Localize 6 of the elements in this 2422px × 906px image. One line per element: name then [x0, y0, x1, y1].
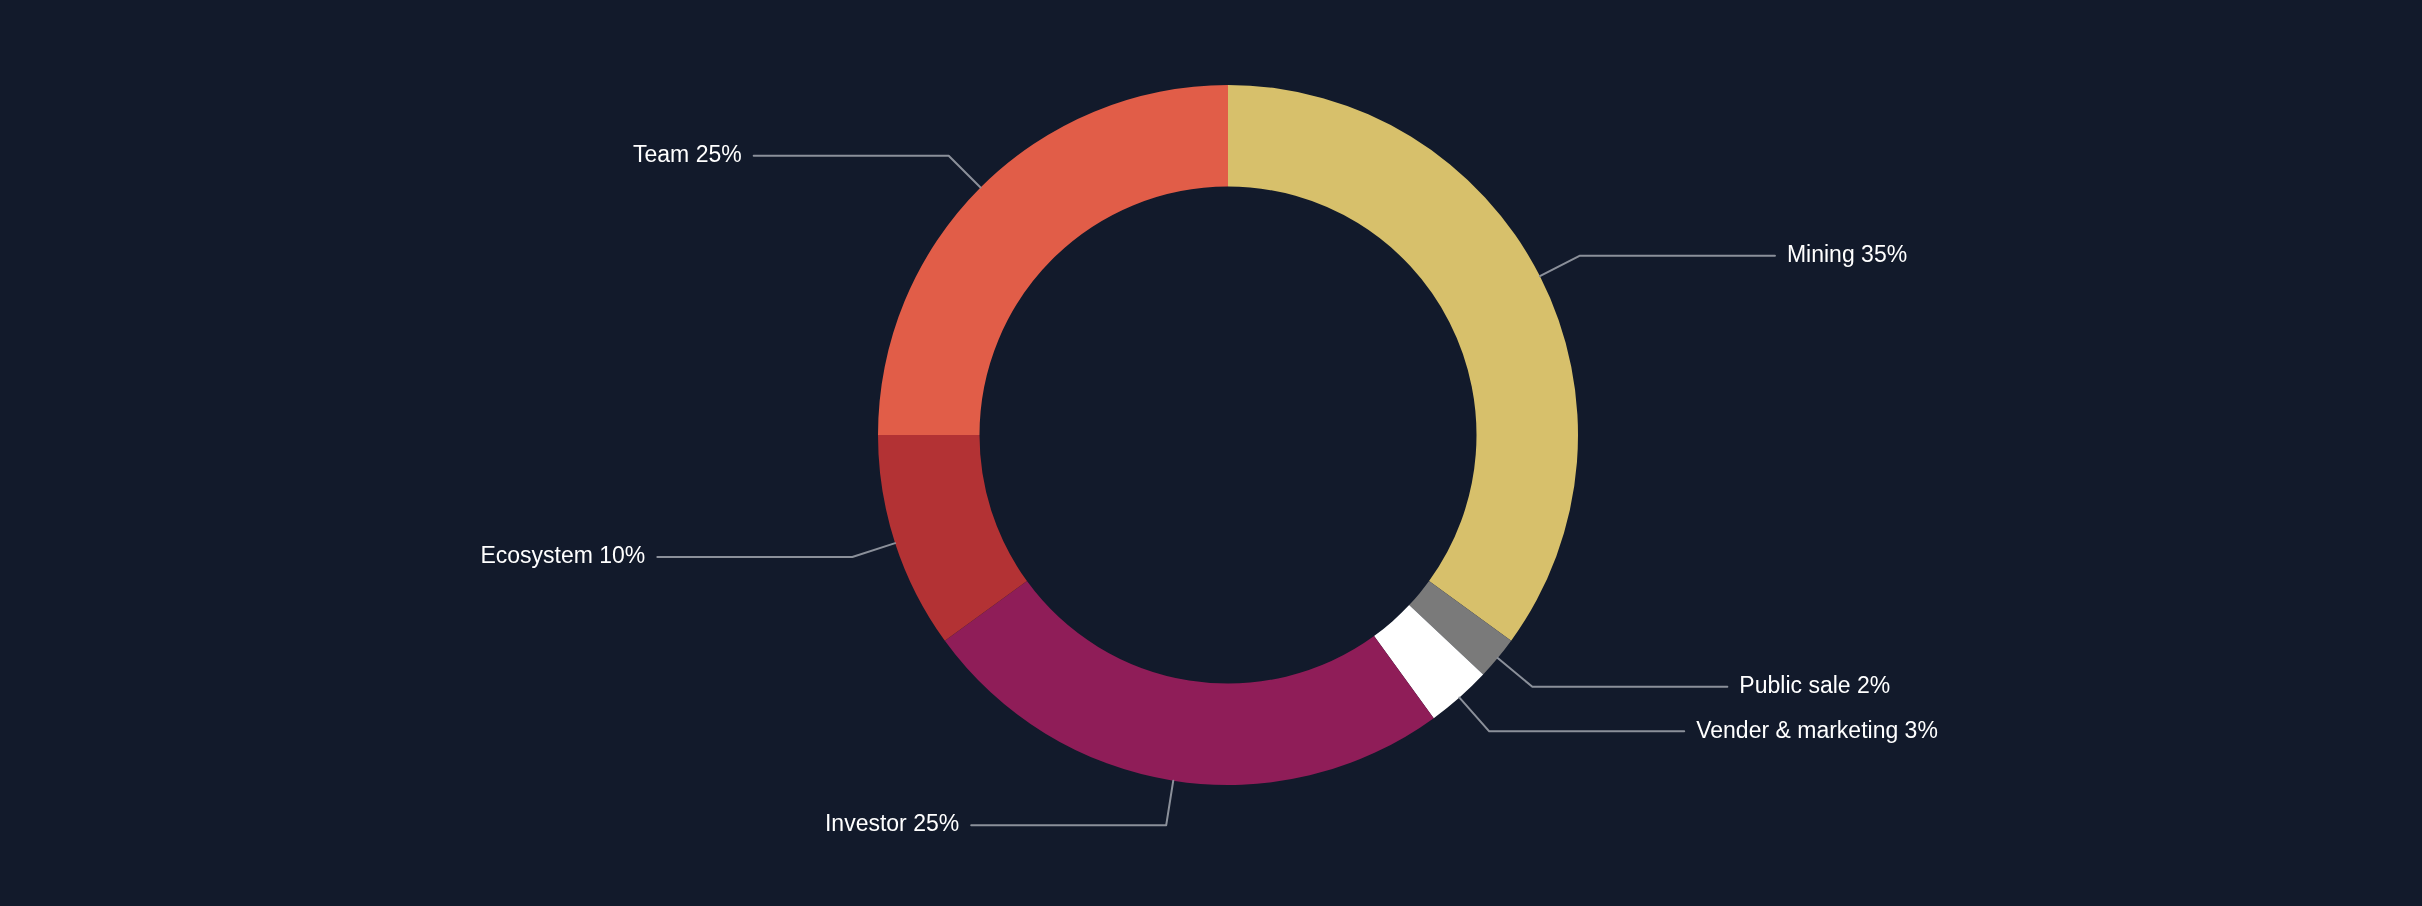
slice-label: Mining 35%	[1786, 241, 1908, 268]
slice-label: Team 25%	[633, 141, 742, 168]
slice-label: Public sale 2%	[1739, 672, 1891, 699]
slice-label: Investor 25%	[824, 810, 960, 837]
slice-label: Vender & marketing 3%	[1696, 716, 1938, 743]
slice-label: Ecosystem 10%	[480, 542, 646, 569]
